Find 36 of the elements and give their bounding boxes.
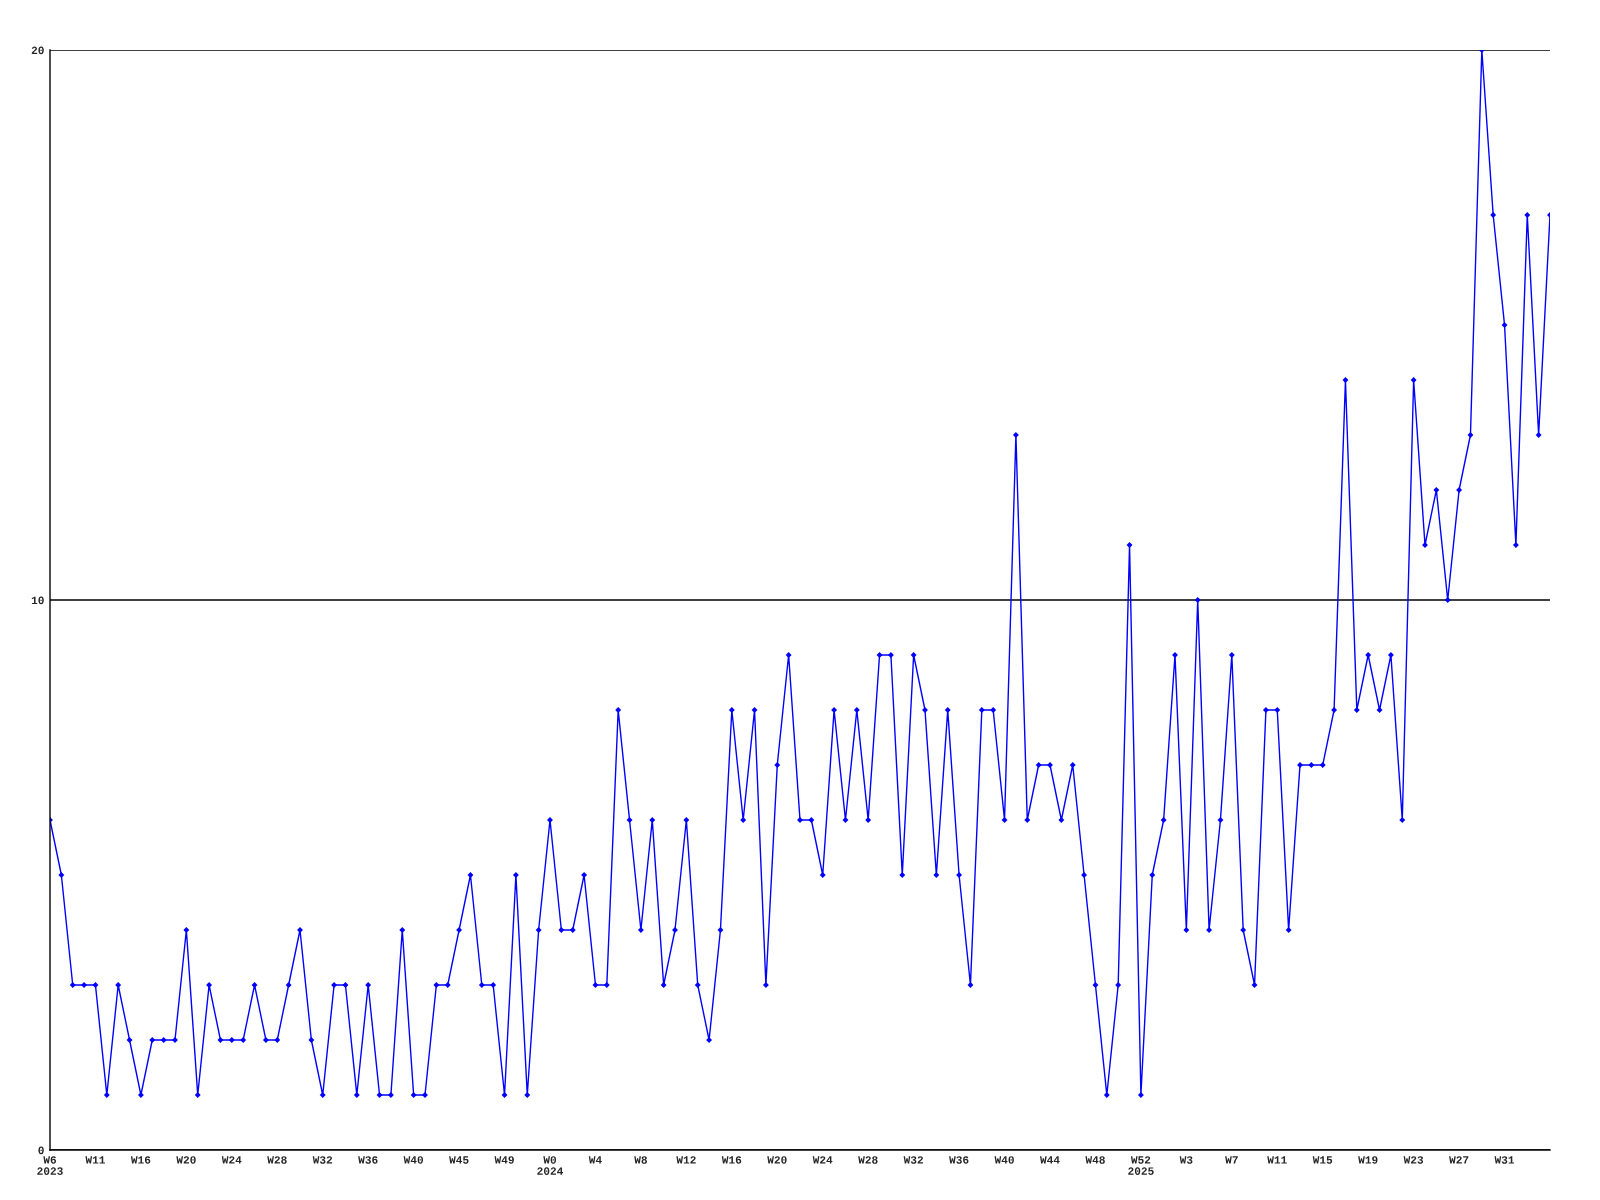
x-tick-label: W11 (85, 1156, 105, 1164)
x-tick-label: W24 (221, 1156, 242, 1164)
x-tick-label: W31 (1494, 1156, 1515, 1164)
x-tick-label: W49 (494, 1156, 514, 1164)
x-tick-label: W24 (812, 1156, 833, 1164)
x-tick-label: W20 (767, 1156, 787, 1164)
x-tick-label: W48 (1085, 1156, 1105, 1164)
x-tick-label: W4 (588, 1156, 602, 1164)
x-tick-label: W16 (721, 1156, 742, 1164)
y-tick-label: 0 (38, 1146, 44, 1155)
x-tick-label: W12 (676, 1156, 696, 1164)
x-tick-label: W36 (949, 1156, 969, 1164)
x-tick-label: W44 (1040, 1156, 1060, 1164)
x-tick-label: W7 (1225, 1156, 1238, 1164)
x-tick-label: W28 (267, 1156, 287, 1164)
x-tick-label: W52 2025 (1128, 1156, 1154, 1175)
x-tick-label: W11 (1267, 1156, 1287, 1164)
y-tick-label: 10 (31, 596, 44, 605)
x-tick-label: W23 (1403, 1156, 1424, 1164)
x-tick-label: W40 (994, 1156, 1014, 1164)
x-tick-label: W40 (403, 1156, 423, 1164)
x-tick-label: W32 (903, 1156, 923, 1164)
x-tick-label: W16 (130, 1156, 151, 1164)
x-tick-label: W20 (176, 1156, 196, 1164)
x-tick-label: W0 2024 (537, 1156, 563, 1175)
x-tick-label: W36 (358, 1156, 378, 1164)
y-tick-label: 20 (31, 46, 44, 55)
x-tick-label: W45 (449, 1156, 469, 1164)
x-tick-label: W19 (1358, 1156, 1378, 1164)
x-tick-label: W6 2023 (37, 1156, 63, 1175)
x-tick-label: W27 (1449, 1156, 1469, 1164)
x-tick-label: W28 (858, 1156, 878, 1164)
x-tick-label: W32 (312, 1156, 333, 1164)
x-tick-label: W15 (1312, 1156, 1333, 1164)
x-tick-label: W8 (634, 1156, 647, 1164)
x-tick-label: W3 (1179, 1156, 1193, 1164)
